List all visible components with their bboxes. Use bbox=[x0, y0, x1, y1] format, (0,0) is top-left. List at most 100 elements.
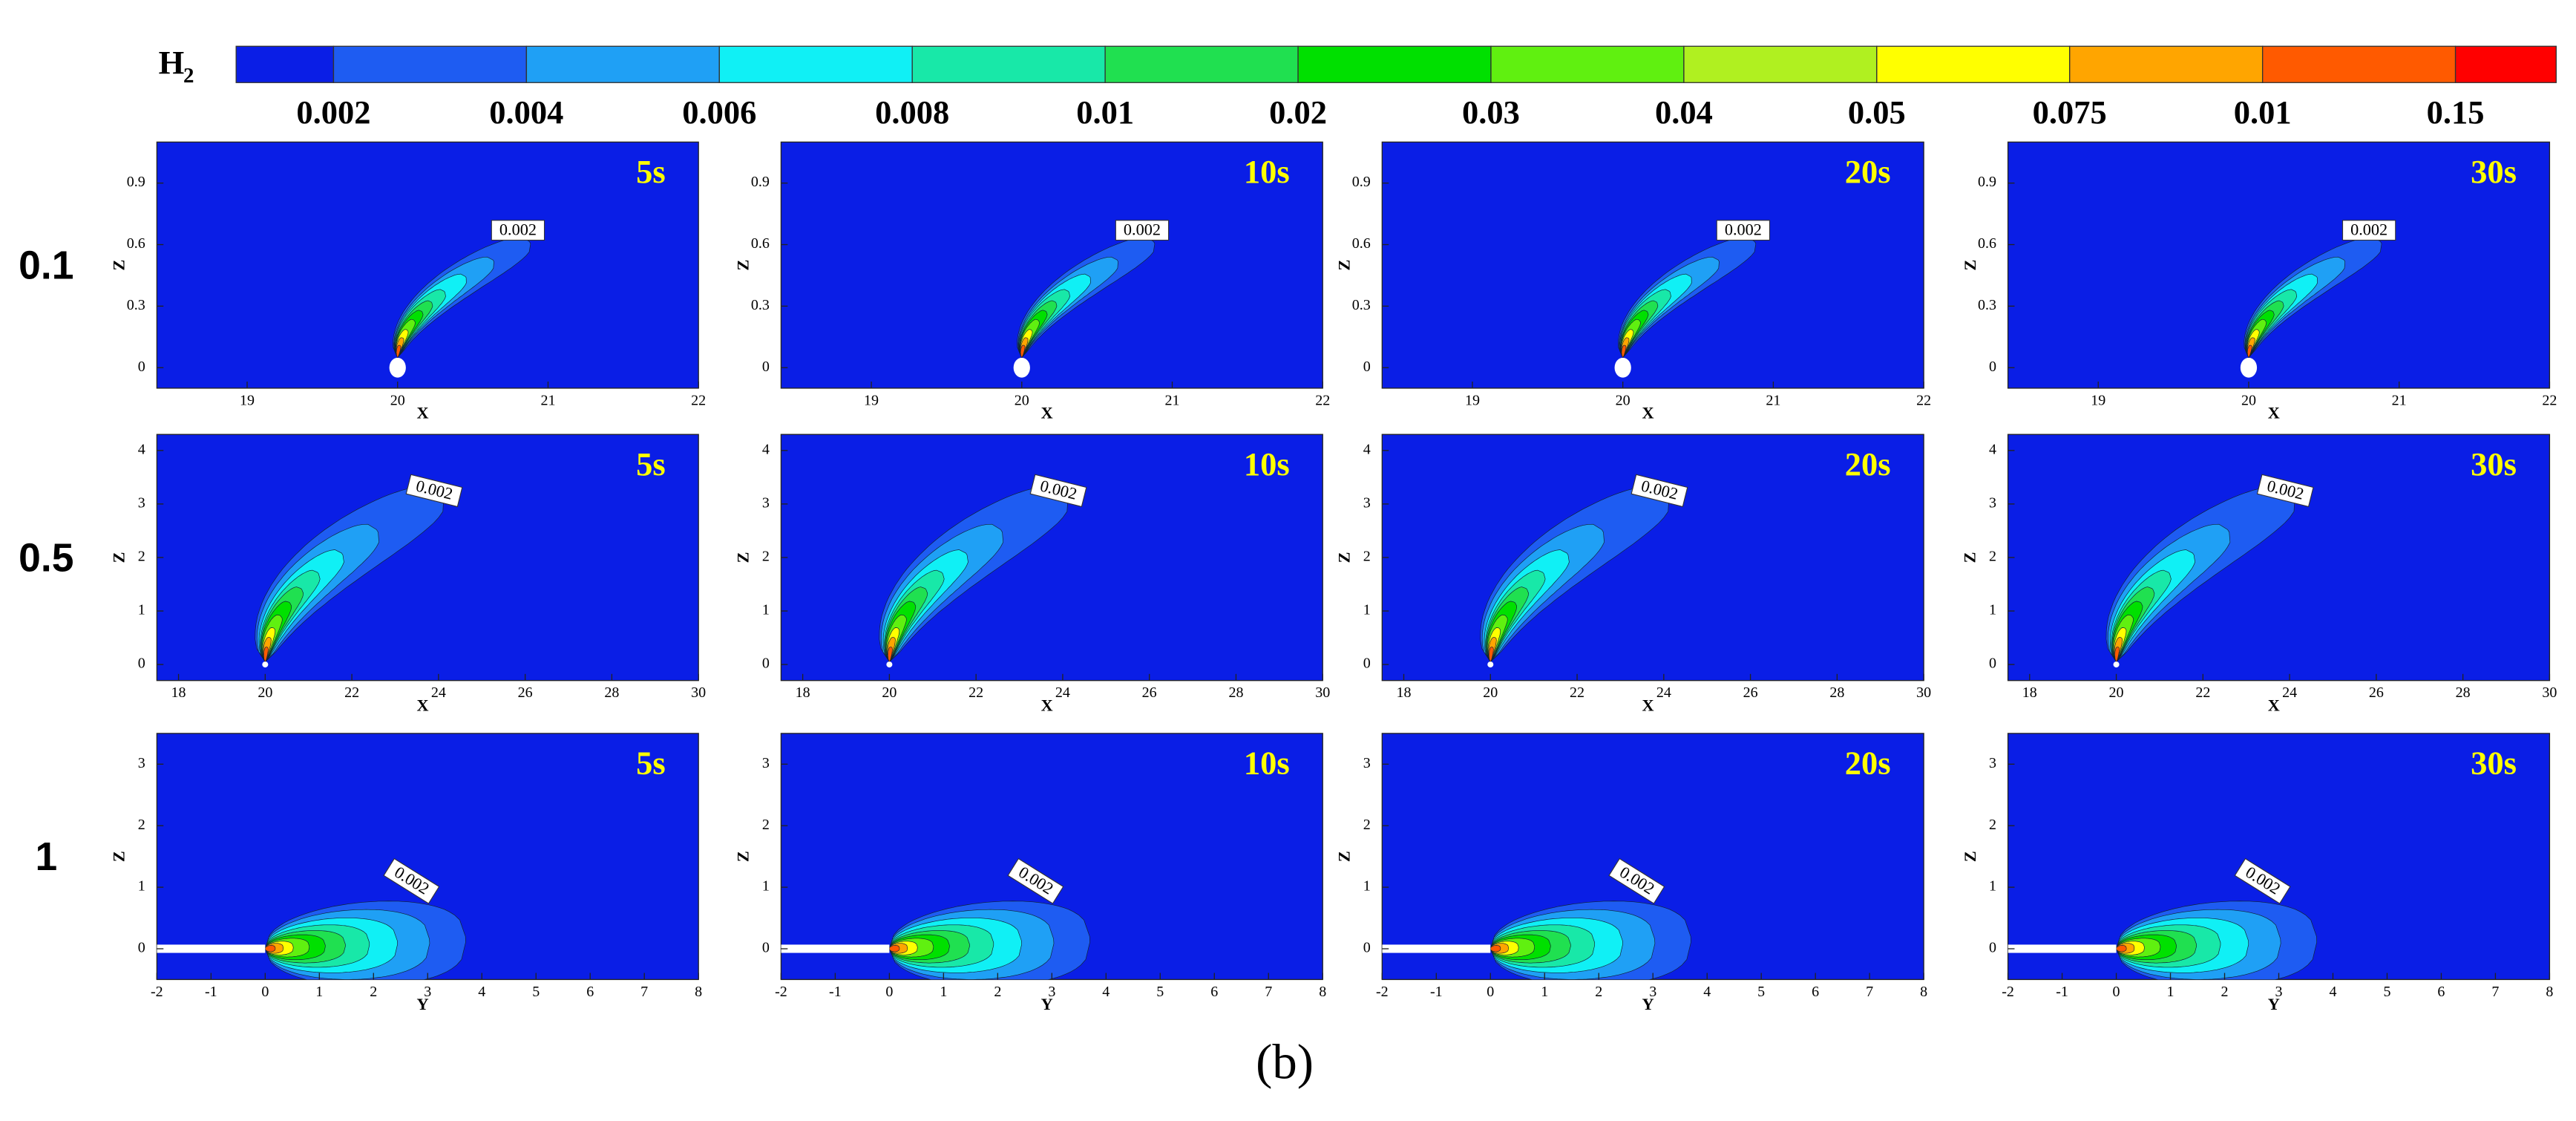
x-axis-label: Y bbox=[1642, 995, 1654, 1013]
z-axis-label: Z bbox=[110, 260, 128, 271]
x-tick-label: 8 bbox=[1920, 984, 1927, 1000]
x-tick-label: 2 bbox=[2221, 984, 2229, 1000]
x-tick-label: 18 bbox=[1397, 684, 1412, 701]
z-tick-label: 3 bbox=[1989, 494, 1996, 511]
z-tick-label: 0.3 bbox=[751, 297, 770, 313]
z-axis-label: Z bbox=[110, 851, 128, 862]
x-tick-label: 20 bbox=[258, 684, 272, 701]
x-tick-label: 0 bbox=[2113, 984, 2120, 1000]
x-tick-label: 22 bbox=[344, 684, 359, 701]
z-tick-label: 0 bbox=[1989, 656, 1996, 672]
x-tick-label: 21 bbox=[540, 392, 555, 408]
time-label: 30s bbox=[2471, 153, 2517, 190]
x-axis-label: Y bbox=[2268, 995, 2280, 1013]
pipe bbox=[157, 944, 266, 953]
plume bbox=[255, 486, 445, 668]
source-marker bbox=[886, 661, 893, 668]
x-tick-label: 26 bbox=[1142, 684, 1157, 701]
z-tick-label: 0 bbox=[762, 656, 770, 672]
z-axis-label: Z bbox=[1334, 552, 1353, 563]
x-tick-label: 4 bbox=[2329, 984, 2336, 1000]
contour-label: 0.002 bbox=[1115, 220, 1170, 241]
panel-background bbox=[2007, 141, 2551, 389]
contour-label-box bbox=[383, 857, 440, 904]
x-axis-label: X bbox=[1642, 404, 1654, 422]
contour-label-box bbox=[1007, 857, 1064, 904]
x-tick-label: 26 bbox=[518, 684, 533, 701]
source-marker bbox=[2240, 357, 2258, 378]
contour-label-text: 0.002 bbox=[2350, 220, 2387, 238]
x-tick-label: 20 bbox=[2241, 392, 2256, 408]
contour-label-text: 0.002 bbox=[1725, 220, 1762, 238]
x-tick-label: 20 bbox=[1015, 392, 1029, 408]
time-label: 5s bbox=[636, 445, 666, 483]
z-tick-label: 0 bbox=[138, 940, 145, 956]
colorbar-level: 0.01 bbox=[1076, 94, 1134, 131]
contour-band bbox=[2116, 945, 2127, 952]
z-tick-label: 0.9 bbox=[751, 174, 770, 190]
contour-band bbox=[1489, 945, 1501, 952]
z-tick-label: 2 bbox=[762, 817, 770, 833]
colorbar-level: 0.002 bbox=[296, 94, 370, 131]
x-tick-label: 2 bbox=[1595, 984, 1602, 1000]
contour-band bbox=[1621, 344, 1627, 359]
z-tick-label: 0.9 bbox=[1352, 174, 1371, 190]
z-tick-label: 0 bbox=[1989, 940, 1996, 956]
time-label: 20s bbox=[1845, 745, 1891, 782]
z-tick-label: 0.3 bbox=[1352, 297, 1371, 313]
x-tick-label: 21 bbox=[2392, 392, 2407, 408]
x-tick-label: -2 bbox=[151, 984, 163, 1000]
time-label: 5s bbox=[636, 745, 666, 782]
colorbar-swatch bbox=[1104, 45, 1299, 83]
z-axis-label: Z bbox=[734, 260, 753, 271]
time-label: 20s bbox=[1845, 445, 1891, 483]
x-tick-label: 26 bbox=[2369, 684, 2384, 701]
z-tick-label: 1 bbox=[1989, 602, 1996, 618]
x-tick-label: 22 bbox=[2195, 684, 2210, 701]
x-axis-label: X bbox=[1041, 696, 1053, 714]
x-tick-label: 20 bbox=[882, 684, 897, 701]
x-tick-label: 21 bbox=[1164, 392, 1179, 408]
z-tick-label: 2 bbox=[1989, 817, 1996, 833]
time-label: 30s bbox=[2471, 445, 2517, 483]
colorbar-swatch bbox=[718, 45, 913, 83]
x-tick-label: 1 bbox=[1541, 984, 1548, 1000]
row-label: 0.1 bbox=[19, 244, 73, 288]
source-marker bbox=[1614, 357, 1631, 378]
colorbar-swatch bbox=[235, 45, 335, 83]
colorbar-label-sub: 2 bbox=[183, 64, 194, 88]
x-tick-label: -1 bbox=[205, 984, 217, 1000]
x-tick-label: 1 bbox=[940, 984, 947, 1000]
plume bbox=[2008, 901, 2318, 980]
z-tick-label: 3 bbox=[1363, 755, 1371, 771]
z-tick-label: 0.3 bbox=[1978, 297, 1996, 313]
contour-band bbox=[1619, 256, 1720, 359]
x-tick-label: 30 bbox=[691, 684, 706, 701]
source-marker bbox=[1013, 357, 1030, 378]
panel-background bbox=[2007, 434, 2551, 682]
z-tick-label: 3 bbox=[138, 494, 145, 511]
contour-label-box bbox=[1716, 220, 1771, 241]
x-tick-label: -1 bbox=[2056, 984, 2068, 1000]
z-tick-label: 0 bbox=[762, 940, 770, 956]
source-marker bbox=[1487, 661, 1494, 668]
x-tick-label: 22 bbox=[2542, 392, 2557, 408]
z-tick-label: 0 bbox=[138, 359, 145, 375]
z-tick-label: 2 bbox=[138, 817, 145, 833]
panel-background bbox=[156, 141, 699, 389]
x-axis-label: X bbox=[2268, 404, 2280, 422]
contour-band bbox=[1488, 647, 1494, 663]
colorbar-level: 0.075 bbox=[2033, 94, 2107, 131]
x-tick-label: 7 bbox=[640, 984, 648, 1000]
contour-band bbox=[2244, 237, 2382, 359]
plume bbox=[1013, 237, 1156, 378]
contour-band bbox=[393, 256, 494, 359]
contour-band bbox=[1017, 237, 1156, 359]
x-tick-label: 4 bbox=[1102, 984, 1110, 1000]
z-tick-label: 2 bbox=[1363, 549, 1371, 565]
z-axis-label: Z bbox=[1961, 552, 1979, 563]
plume bbox=[781, 901, 1090, 980]
z-tick-label: 0.6 bbox=[127, 235, 145, 252]
plume bbox=[2240, 237, 2382, 378]
x-tick-label: 20 bbox=[390, 392, 405, 408]
